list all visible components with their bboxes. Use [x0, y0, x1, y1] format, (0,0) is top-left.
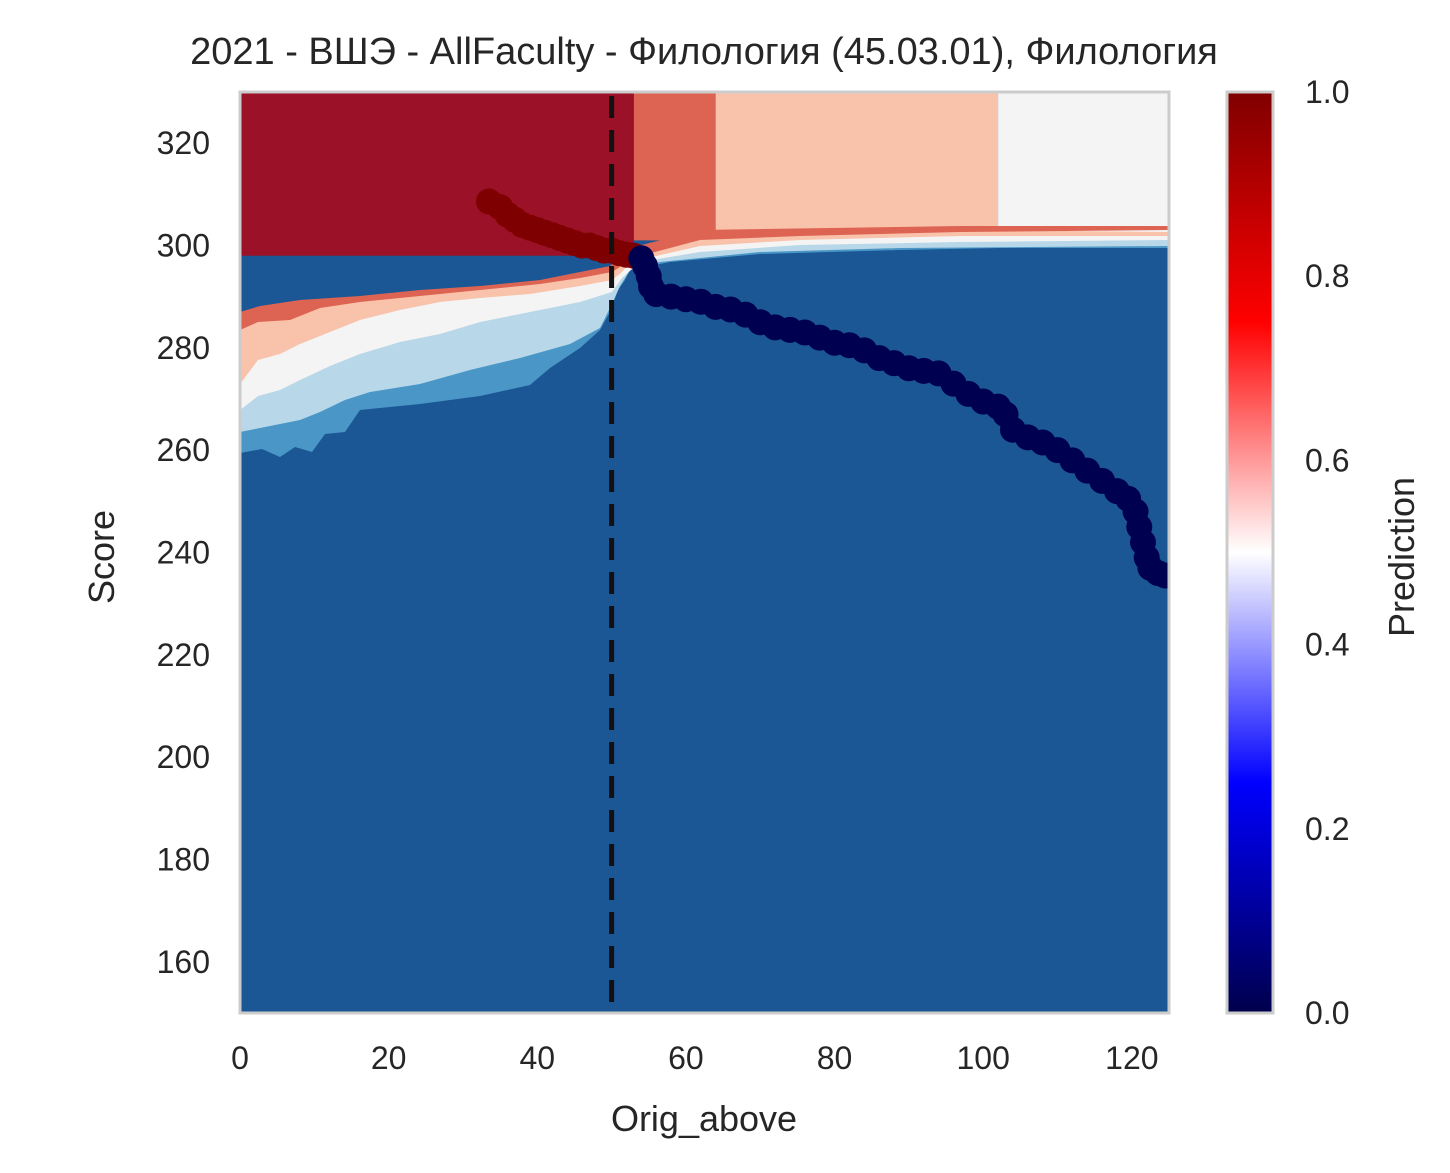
x-tick-label: 100: [957, 1040, 1010, 1076]
x-axis-label: Orig_above: [611, 1098, 797, 1139]
x-axis-ticks: 0 20 40 60 80 100 120: [231, 1040, 1158, 1076]
colorbar-tick-label: 0.0: [1305, 995, 1349, 1031]
y-tick-label: 200: [157, 739, 210, 775]
x-tick-label: 60: [668, 1040, 704, 1076]
prediction-region-4: [998, 92, 1169, 241]
colorbar-tick-label: 1.0: [1305, 74, 1349, 110]
colorbar: [1225, 90, 1275, 1015]
y-axis-label: Score: [81, 510, 122, 604]
y-tick-label: 260: [157, 432, 210, 468]
data-point: [1152, 562, 1169, 589]
colorbar-tick-label: 0.6: [1305, 442, 1349, 478]
plot-frame: [238, 90, 1171, 1015]
y-axis-ticks: 160 180 200 220 240 260 280 300 320: [157, 125, 210, 980]
colorbar-tick-label: 0.8: [1305, 258, 1349, 294]
y-tick-label: 300: [157, 228, 210, 264]
colorbar-ticks: 0.0 0.2 0.4 0.6 0.8 1.0: [1305, 74, 1349, 1031]
series-1: [628, 245, 1169, 589]
colorbar-label: Prediction: [1381, 477, 1422, 637]
y-tick-label: 320: [157, 125, 210, 161]
x-tick-label: 80: [817, 1040, 853, 1076]
prediction-region-2: [633, 92, 716, 241]
y-tick-label: 160: [157, 944, 210, 980]
x-tick-label: 20: [371, 1040, 407, 1076]
x-tick-label: 40: [519, 1040, 555, 1076]
scatter-series: [475, 188, 1169, 589]
y-tick-label: 240: [157, 535, 210, 571]
contour-band-white: [240, 236, 1169, 410]
colorbar-tick-label: 0.2: [1305, 811, 1349, 847]
prediction-regions: [240, 92, 1169, 256]
plot-area: [240, 92, 1169, 1013]
chart-title: 2021 - ВШЭ - AllFaculty - Филология (45.…: [190, 31, 1218, 73]
y-tick-label: 220: [157, 637, 210, 673]
prediction-region-3: [715, 92, 999, 241]
x-tick-label: 120: [1105, 1040, 1158, 1076]
colorbar-tick-label: 0.4: [1305, 627, 1349, 663]
x-tick-label: 0: [231, 1040, 249, 1076]
y-tick-label: 280: [157, 330, 210, 366]
transition-contours: [240, 226, 1169, 457]
y-tick-label: 180: [157, 842, 210, 878]
